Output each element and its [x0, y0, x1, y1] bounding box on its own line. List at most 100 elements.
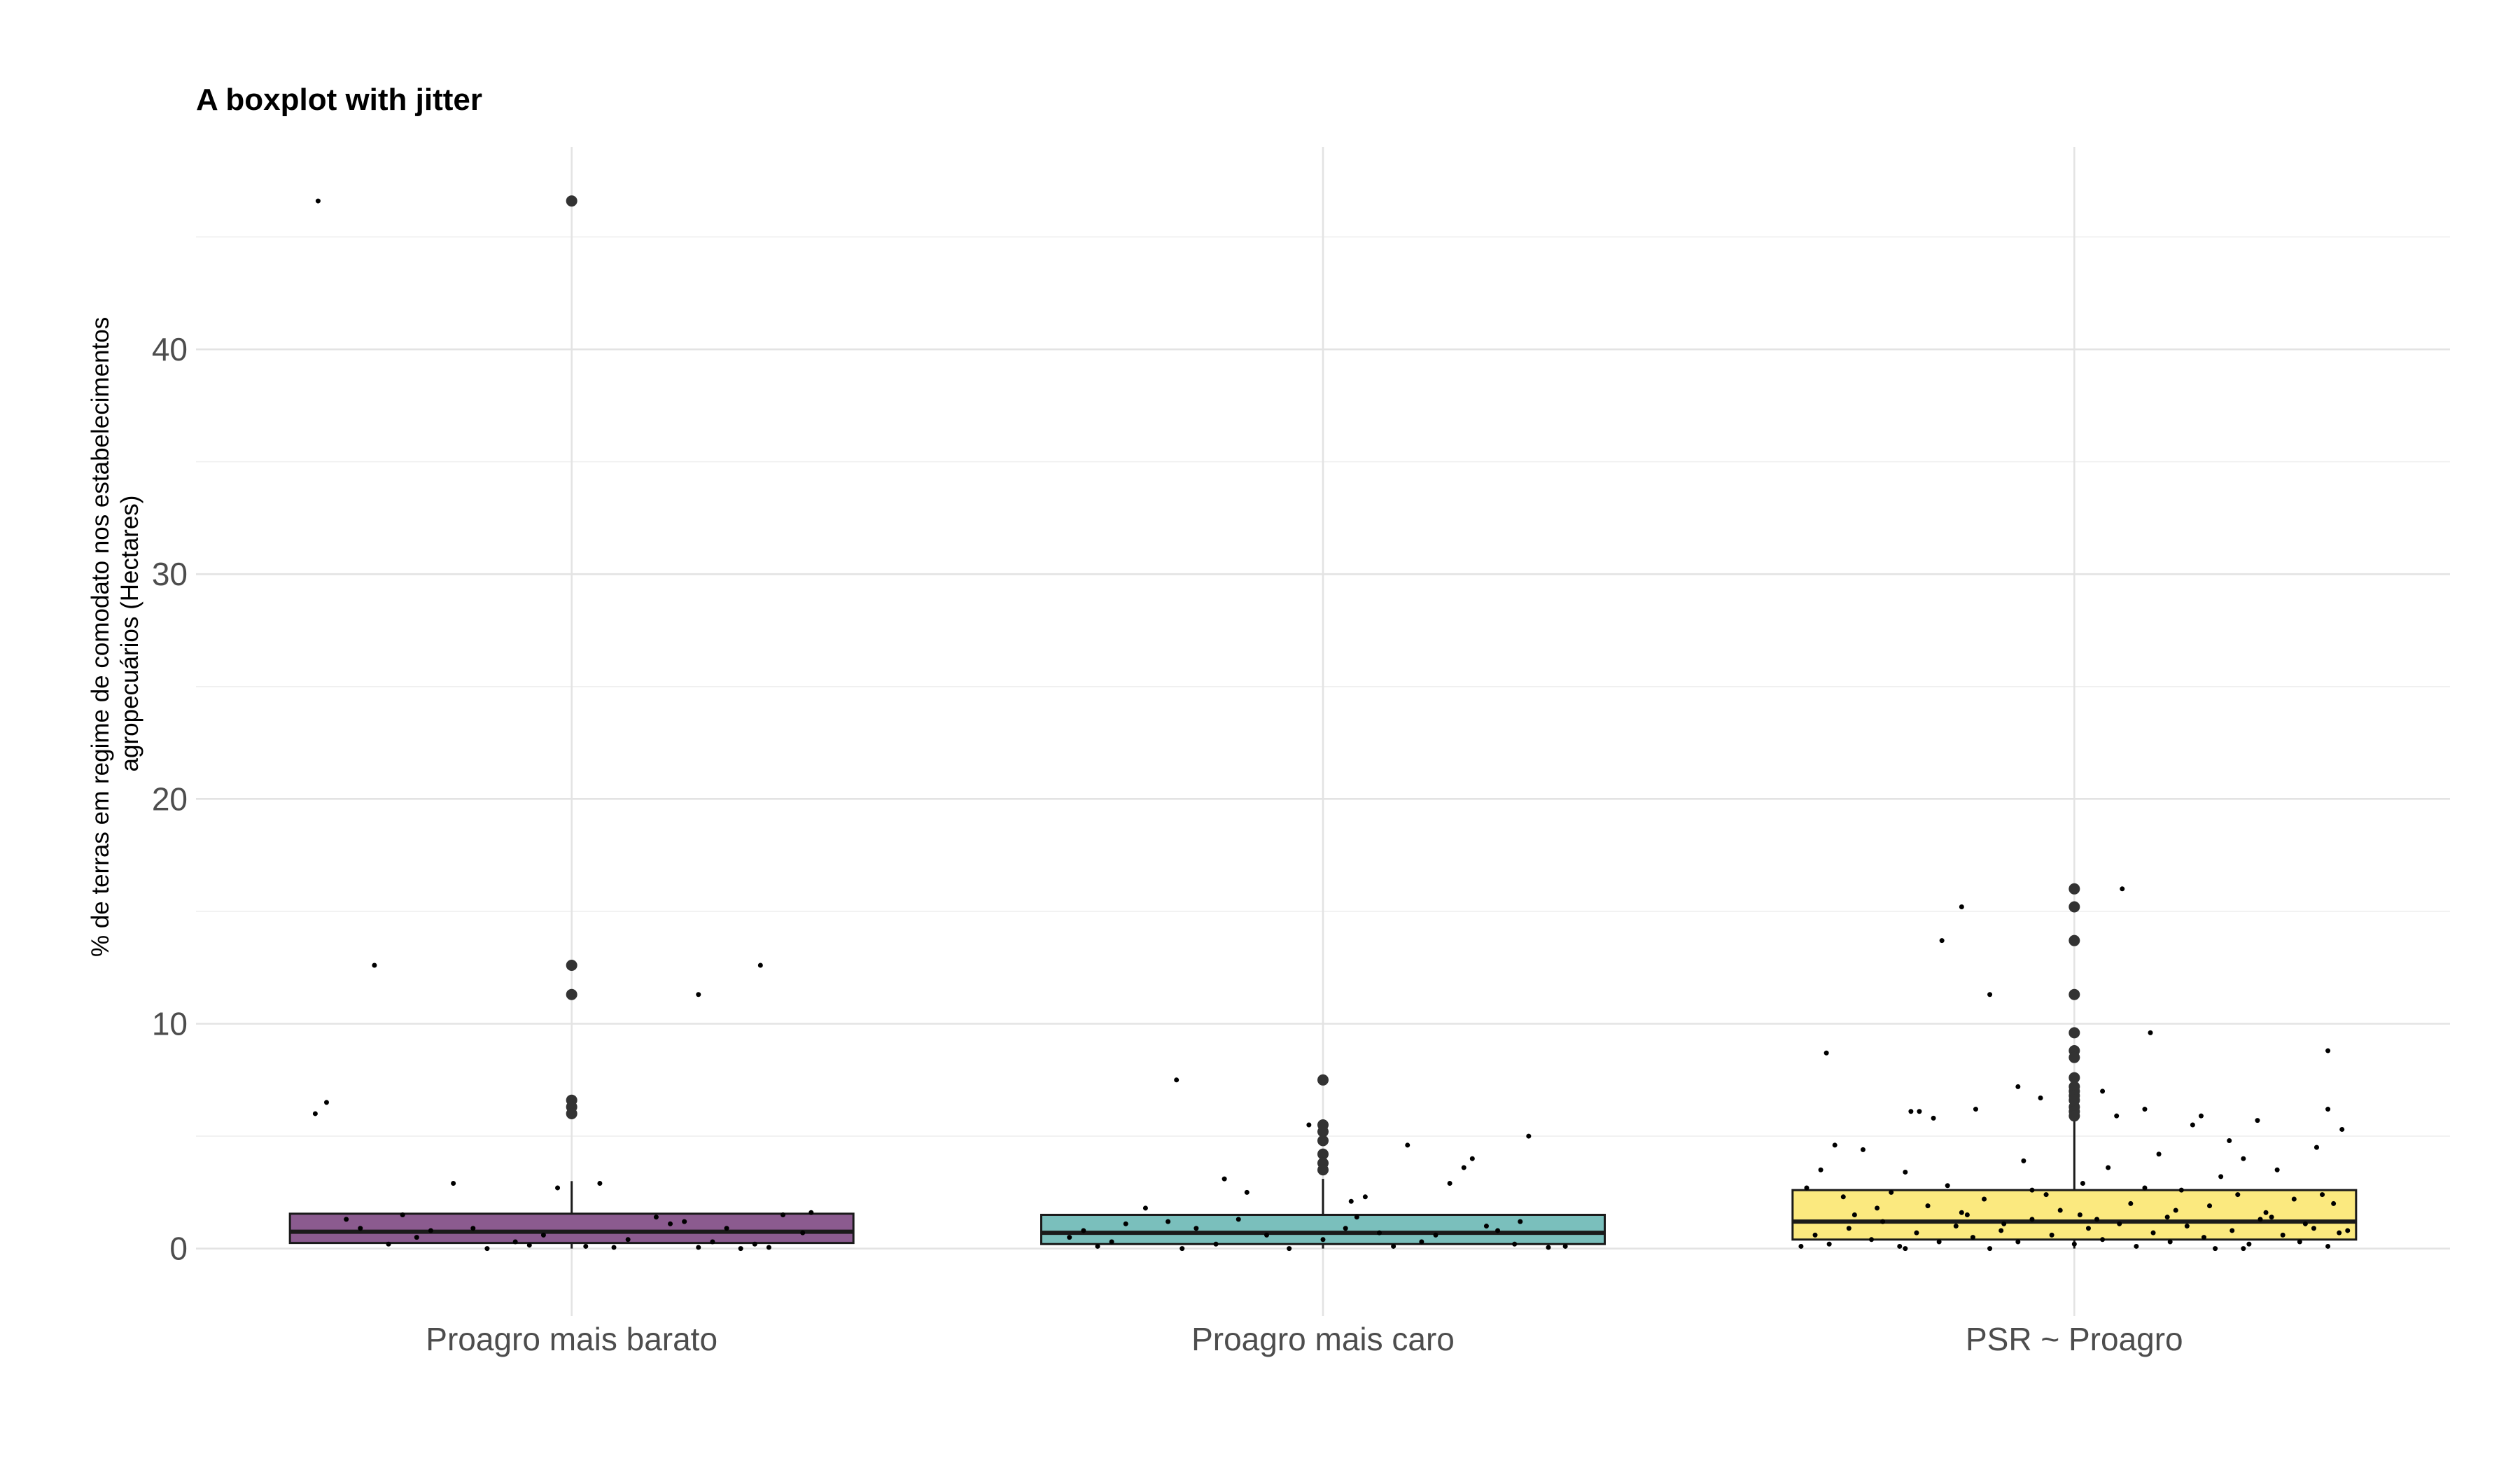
jitter-point: [696, 1245, 701, 1250]
jitter-point: [2218, 1174, 2224, 1180]
x-tick-label: Proagro mais caro: [1191, 1321, 1455, 1357]
jitter-point: [1306, 1122, 1312, 1128]
jitter-point: [1823, 1050, 1829, 1056]
jitter-point: [1354, 1214, 1359, 1220]
jitter-points: [312, 198, 2351, 1252]
jitter-point: [1987, 1246, 1993, 1252]
box-outlier-point: [1317, 1148, 1329, 1160]
jitter-point: [1875, 1205, 1880, 1211]
jitter-point: [1546, 1245, 1551, 1250]
jitter-point: [2029, 1187, 2035, 1193]
jitter-point: [1897, 1243, 1903, 1249]
jitter-point: [526, 1242, 532, 1248]
jitter-point: [757, 962, 763, 968]
jitter-point: [2311, 1226, 2316, 1231]
box-outlier-point: [1317, 1074, 1329, 1086]
jitter-point: [2117, 1221, 2122, 1226]
jitter-point: [1798, 1243, 1804, 1249]
jitter-point: [1469, 1156, 1475, 1161]
jitter-point: [2302, 1221, 2308, 1226]
box-outlier-point: [2068, 934, 2080, 946]
jitter-point: [682, 1219, 687, 1224]
jitter-point: [1194, 1226, 1199, 1231]
jitter-point: [323, 1100, 329, 1105]
jitter-point: [2325, 1243, 2331, 1249]
jitter-point: [1518, 1219, 1523, 1224]
jitter-point: [1081, 1228, 1086, 1233]
jitter-point: [2325, 1048, 2331, 1054]
jitter-point: [1945, 1183, 1950, 1189]
jitter-point: [2230, 1228, 2235, 1233]
jitter-point: [2274, 1167, 2280, 1172]
jitter-point: [428, 1228, 433, 1233]
box-outlier-point: [2068, 1110, 2080, 1122]
jitter-point: [1391, 1243, 1396, 1249]
jitter-point: [2156, 1152, 2162, 1157]
y-axis-title-line-2: agropecuários (Hectares): [116, 496, 144, 772]
y-tick-label: 10: [152, 1006, 188, 1042]
jitter-point: [2280, 1232, 2286, 1238]
jitter-point: [2114, 1113, 2120, 1119]
jitter-point: [1287, 1246, 1292, 1252]
x-tick-label: Proagro mais barato: [426, 1321, 718, 1357]
jitter-point: [1348, 1198, 1354, 1204]
jitter-point: [2198, 1113, 2204, 1119]
jitter-point: [1447, 1181, 1452, 1186]
chart-title: A boxplot with jitter: [196, 83, 482, 117]
jitter-point: [1818, 1167, 1823, 1172]
jitter-point: [1526, 1133, 1532, 1139]
jitter-point: [1213, 1241, 1219, 1247]
jitter-point: [2178, 1187, 2184, 1193]
y-tick-label: 30: [152, 556, 188, 592]
jitter-point: [1264, 1232, 1269, 1238]
jitter-point: [2235, 1192, 2241, 1198]
jitter-point: [2106, 1165, 2111, 1170]
jitter-point: [1562, 1243, 1568, 1249]
jitter-point: [597, 1181, 603, 1186]
box-outlier-point: [2068, 883, 2080, 895]
jitter-point: [1512, 1241, 1518, 1247]
jitter-point: [1461, 1165, 1466, 1170]
jitter-point: [1970, 1235, 1975, 1240]
jitter-point: [2173, 1208, 2178, 1213]
jitter-point: [1908, 1109, 1914, 1114]
box-outlier-point: [566, 988, 578, 1000]
jitter-point: [372, 962, 377, 968]
jitter-point: [1851, 1212, 1857, 1217]
jitter-point: [780, 1212, 786, 1217]
jitter-point: [2148, 1030, 2153, 1035]
jitter-point: [1483, 1224, 1489, 1229]
jitter-point: [2043, 1192, 2049, 1198]
jitter-point: [2345, 1228, 2351, 1233]
box-outlier-point: [2068, 1027, 2080, 1039]
y-axis-title-line-1: % de terras em regime de comodato nos es…: [87, 317, 114, 957]
box-outlier-point: [2068, 901, 2080, 913]
jitter-point: [2142, 1107, 2148, 1112]
jitter-point: [1812, 1232, 1818, 1238]
jitter-point: [2038, 1095, 2043, 1100]
jitter-point: [1936, 1239, 1942, 1245]
jitter-point: [1222, 1176, 1227, 1182]
jitter-point: [1964, 1212, 1970, 1217]
jitter-point: [315, 198, 321, 204]
jitter-point: [2241, 1246, 2246, 1252]
tick-labels: 0 10 20 30 40 Proagro mais barato Proagro mais…: [152, 331, 2183, 1357]
jitter-point: [2207, 1203, 2213, 1209]
jitter-point: [400, 1212, 405, 1217]
jitter-point: [1109, 1239, 1114, 1245]
jitter-point: [312, 1111, 318, 1116]
jitter-point: [1362, 1194, 1368, 1200]
box-outlier-point: [1317, 1126, 1329, 1138]
jitter-point: [1142, 1205, 1148, 1211]
jitter-point: [710, 1239, 715, 1245]
box-outlier-point: [2068, 1072, 2080, 1084]
boxes: [288, 195, 2358, 1249]
jitter-point: [696, 992, 701, 997]
jitter-point: [1931, 1115, 1936, 1121]
jitter-point: [2246, 1241, 2252, 1247]
y-tick-label: 0: [169, 1231, 188, 1267]
jitter-point: [1973, 1107, 1978, 1112]
jitter-point: [1917, 1109, 1922, 1114]
jitter-point: [668, 1221, 673, 1226]
jitter-point: [2057, 1208, 2063, 1213]
